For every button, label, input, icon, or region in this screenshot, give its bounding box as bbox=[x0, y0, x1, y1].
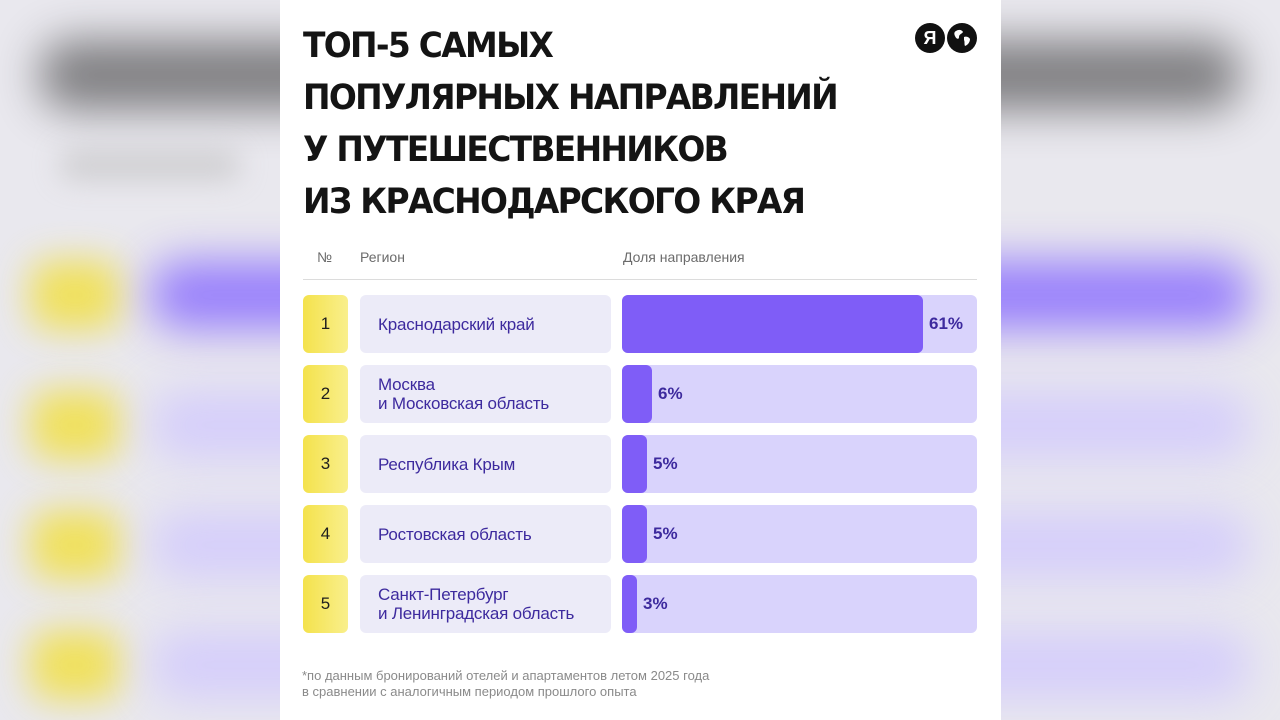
share-value-label: 61% bbox=[929, 314, 964, 333]
region-label: Москва и Московская область bbox=[378, 375, 550, 413]
region-cell: Краснодарский край bbox=[360, 295, 611, 353]
share-value-label: 3% bbox=[643, 594, 668, 613]
share-value-label: 5% bbox=[653, 454, 678, 473]
share-bar bbox=[622, 435, 647, 493]
share-bar bbox=[622, 575, 637, 633]
region-cell: Санкт-Петербург и Ленинградская область bbox=[360, 575, 611, 633]
table-row: 5 Санкт-Петербург и Ленинградская область… bbox=[280, 575, 1001, 633]
region-cell: Москва и Московская область bbox=[360, 365, 611, 423]
region-label: Краснодарский край bbox=[378, 314, 535, 334]
region-cell: Республика Крым bbox=[360, 435, 611, 493]
region-label: Ростовская область bbox=[378, 524, 532, 544]
table-row: 3 Республика Крым 5% bbox=[280, 435, 1001, 493]
globe-icon bbox=[947, 23, 977, 53]
header-divider bbox=[303, 279, 977, 280]
column-header-region: Регион bbox=[360, 249, 405, 265]
rank-badge: 3 bbox=[303, 435, 348, 493]
share-bar bbox=[622, 295, 923, 353]
region-label: Санкт-Петербург и Ленинградская область bbox=[378, 585, 575, 623]
rank-badge: 2 bbox=[303, 365, 348, 423]
region-label: Республика Крым bbox=[378, 454, 516, 474]
share-value-label: 5% bbox=[653, 524, 678, 543]
table-row: 1 Краснодарский край 61% bbox=[280, 295, 1001, 353]
share-track: 61% bbox=[622, 295, 977, 353]
footnote: *по данным бронирований отелей и апартам… bbox=[302, 668, 710, 699]
chart-title: ТОП-5 САМЫХ ПОПУЛЯРНЫХ НАПРАВЛЕНИЙ У ПУТ… bbox=[303, 26, 839, 222]
share-value-label: 6% bbox=[658, 384, 683, 403]
share-bar bbox=[622, 505, 647, 563]
rank-badge: 1 bbox=[303, 295, 348, 353]
region-cell: Ростовская область bbox=[360, 505, 611, 563]
table-row: 4 Ростовская область 5% bbox=[280, 505, 1001, 563]
share-track: 3% bbox=[622, 575, 977, 633]
infographic-card: ТОП-5 САМЫХ ПОПУЛЯРНЫХ НАПРАВЛЕНИЙ У ПУТ… bbox=[280, 0, 1001, 720]
column-header-share: Доля направления bbox=[623, 249, 745, 265]
table-row: 2 Москва и Московская область 6% bbox=[280, 365, 1001, 423]
brand-logos: Я bbox=[915, 23, 977, 53]
share-track: 5% bbox=[622, 505, 977, 563]
column-header-number: № bbox=[317, 249, 333, 265]
yandex-logo-icon: Я bbox=[915, 23, 945, 53]
blurred-header bbox=[60, 150, 240, 180]
share-bar bbox=[622, 365, 652, 423]
share-track: 6% bbox=[622, 365, 977, 423]
rank-badge: 4 bbox=[303, 505, 348, 563]
share-track: 5% bbox=[622, 435, 977, 493]
rank-badge: 5 bbox=[303, 575, 348, 633]
